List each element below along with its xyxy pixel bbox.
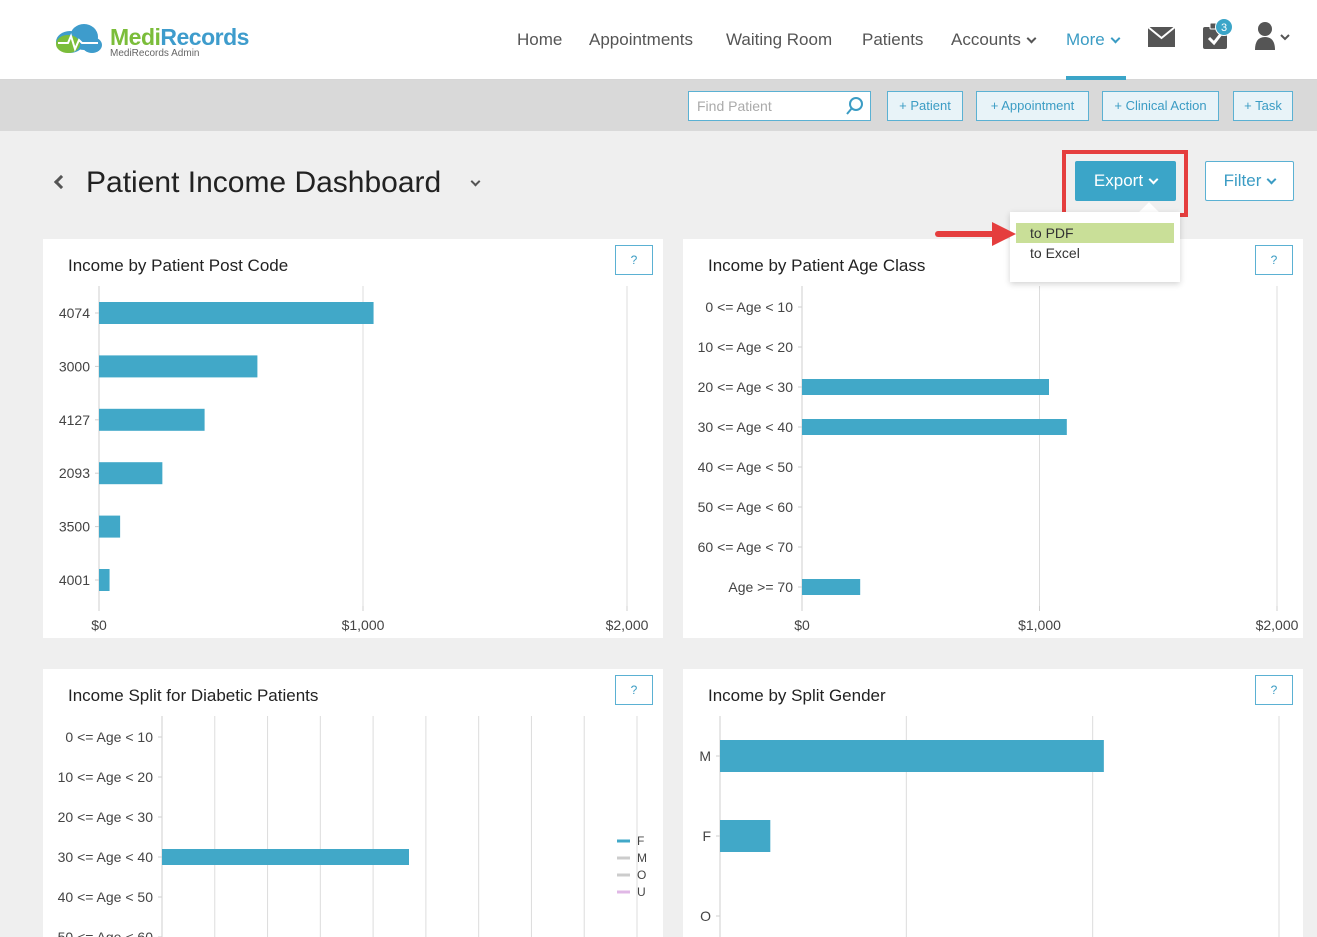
y-tick-label: 0 <= Age < 10 bbox=[705, 299, 793, 315]
bar bbox=[720, 820, 771, 852]
bar bbox=[99, 355, 258, 378]
panel-title: Income by Patient Post Code bbox=[68, 256, 289, 275]
y-tick-label: 50 <= Age < 60 bbox=[58, 929, 154, 937]
nav-patients[interactable]: Patients bbox=[862, 30, 924, 49]
nav-accounts[interactable]: Accounts bbox=[951, 30, 1037, 50]
search-icon[interactable] bbox=[846, 97, 864, 115]
y-tick-label: 40 <= Age < 50 bbox=[698, 459, 794, 475]
action-bar: + Patient + Appointment + Clinical Actio… bbox=[0, 80, 1317, 131]
page-title: Patient Income Dashboard bbox=[86, 166, 442, 199]
bar bbox=[99, 302, 374, 324]
add-appointment-button[interactable]: + Appointment bbox=[976, 91, 1089, 121]
help-button[interactable]: ? bbox=[1255, 245, 1293, 275]
y-tick-label: 20 <= Age < 30 bbox=[58, 809, 154, 825]
cloud-logo-icon bbox=[56, 24, 102, 53]
y-tick-label: 0 <= Age < 10 bbox=[65, 729, 153, 745]
bar bbox=[802, 379, 1049, 395]
highlight-box bbox=[1062, 150, 1188, 217]
x-tick-label: $2,000 bbox=[1256, 617, 1299, 633]
top-navbar: MediRecords MediRecords Admin Home Appoi… bbox=[0, 0, 1317, 80]
bar bbox=[99, 462, 163, 485]
panel-income-gender: Income by Split Gender ? M F O bbox=[683, 669, 1303, 937]
y-tick-label: 10 <= Age < 20 bbox=[58, 769, 154, 785]
bar bbox=[802, 579, 861, 595]
bar bbox=[99, 569, 110, 591]
y-tick-label: 50 <= Age < 60 bbox=[698, 499, 794, 515]
panel-title: Income by Patient Age Class bbox=[708, 256, 926, 275]
find-patient-input[interactable] bbox=[689, 92, 839, 120]
panel-income-post-code: Income by Patient Post Code ? 4074 3000 41… bbox=[43, 239, 663, 638]
medirecords-logo[interactable]: MediRecords MediRecords Admin bbox=[52, 18, 262, 62]
y-tick-label: 4001 bbox=[59, 572, 90, 588]
tasks-count-badge: 3 bbox=[1215, 18, 1233, 36]
y-tick-label: 60 <= Age < 70 bbox=[698, 539, 794, 555]
y-tick-label: 2093 bbox=[59, 465, 90, 481]
x-tick-label: $0 bbox=[91, 617, 107, 633]
y-tick-label: 20 <= Age < 30 bbox=[698, 379, 794, 395]
y-tick-label: M bbox=[699, 748, 711, 764]
brand-subtitle: MediRecords Admin bbox=[110, 48, 200, 59]
nav-appointments[interactable]: Appointments bbox=[589, 30, 693, 49]
legend-label: F bbox=[637, 834, 644, 848]
y-tick-label: 3000 bbox=[59, 358, 90, 374]
y-tick-label: 40 <= Age < 50 bbox=[58, 889, 154, 905]
envelope-icon[interactable] bbox=[1148, 27, 1175, 47]
brand-name: MediRecords bbox=[110, 24, 249, 50]
nav-waiting-room[interactable]: Waiting Room bbox=[726, 30, 833, 49]
export-to-pdf-item[interactable]: to PDF bbox=[1016, 223, 1174, 243]
bar bbox=[720, 740, 1104, 772]
chevron-down-icon bbox=[1266, 174, 1277, 185]
y-tick-label: F bbox=[702, 828, 711, 844]
y-tick-label: Age >= 70 bbox=[728, 579, 793, 595]
post-code-bar-chart: 4074 3000 4127 2093 3500 4001 $0 $1,000 $2,000 bbox=[59, 286, 649, 633]
y-tick-label: 30 <= Age < 40 bbox=[698, 419, 794, 435]
panel-income-diabetic: Income Split for Diabetic Patients ? 0 <… bbox=[43, 669, 663, 937]
nav-more[interactable]: More bbox=[1066, 30, 1121, 50]
y-tick-label: 4127 bbox=[59, 412, 90, 428]
x-tick-label: $2,000 bbox=[606, 617, 649, 633]
bar bbox=[99, 515, 121, 538]
nav-home[interactable]: Home bbox=[517, 30, 563, 49]
back-chevron-icon[interactable] bbox=[53, 174, 69, 190]
legend-label: M bbox=[637, 851, 647, 865]
chevron-down-icon bbox=[1026, 33, 1037, 44]
x-tick-label: $0 bbox=[794, 617, 810, 633]
age-class-bar-chart: 0 <= Age < 10 10 <= Age < 20 20 <= Age < 3… bbox=[698, 286, 1299, 633]
export-to-excel-item[interactable]: to Excel bbox=[1030, 245, 1080, 261]
diabetic-bar-chart: 0 <= Age < 10 10 <= Age < 20 20 <= Age < 3… bbox=[58, 716, 647, 937]
export-button[interactable]: Export bbox=[1075, 161, 1176, 201]
legend-label: U bbox=[637, 885, 646, 899]
bar bbox=[99, 408, 205, 431]
add-patient-button[interactable]: + Patient bbox=[887, 91, 963, 121]
y-tick-label: 10 <= Age < 20 bbox=[698, 339, 794, 355]
y-tick-label: O bbox=[700, 908, 711, 924]
chevron-down-icon bbox=[1110, 33, 1121, 44]
y-tick-label: 30 <= Age < 40 bbox=[58, 849, 154, 865]
gender-bar-chart: M F O bbox=[699, 716, 1280, 937]
legend-label: O bbox=[637, 868, 646, 882]
help-button[interactable]: ? bbox=[615, 245, 653, 275]
red-arrow-annotation bbox=[935, 222, 1016, 246]
y-tick-label: 3500 bbox=[59, 519, 90, 535]
bar bbox=[802, 419, 1067, 435]
user-icon[interactable] bbox=[1255, 22, 1293, 50]
title-dropdown-chevron-icon[interactable] bbox=[470, 176, 481, 187]
help-button[interactable]: ? bbox=[615, 675, 653, 705]
filter-button[interactable]: Filter bbox=[1205, 161, 1294, 201]
panel-title: Income by Split Gender bbox=[708, 686, 886, 705]
add-clinical-action-button[interactable]: + Clinical Action bbox=[1102, 91, 1219, 121]
bar bbox=[162, 849, 409, 865]
y-tick-label: 4074 bbox=[59, 305, 90, 321]
x-tick-label: $1,000 bbox=[1018, 617, 1061, 633]
active-nav-indicator bbox=[1066, 76, 1126, 80]
help-button[interactable]: ? bbox=[1255, 675, 1293, 705]
add-task-button[interactable]: + Task bbox=[1233, 91, 1293, 121]
panel-title: Income Split for Diabetic Patients bbox=[68, 686, 319, 705]
x-tick-label: $1,000 bbox=[342, 617, 385, 633]
find-patient-field[interactable] bbox=[688, 91, 871, 121]
panel-income-age-class: Income by Patient Age Class ? 0 <= Age <… bbox=[683, 239, 1303, 638]
